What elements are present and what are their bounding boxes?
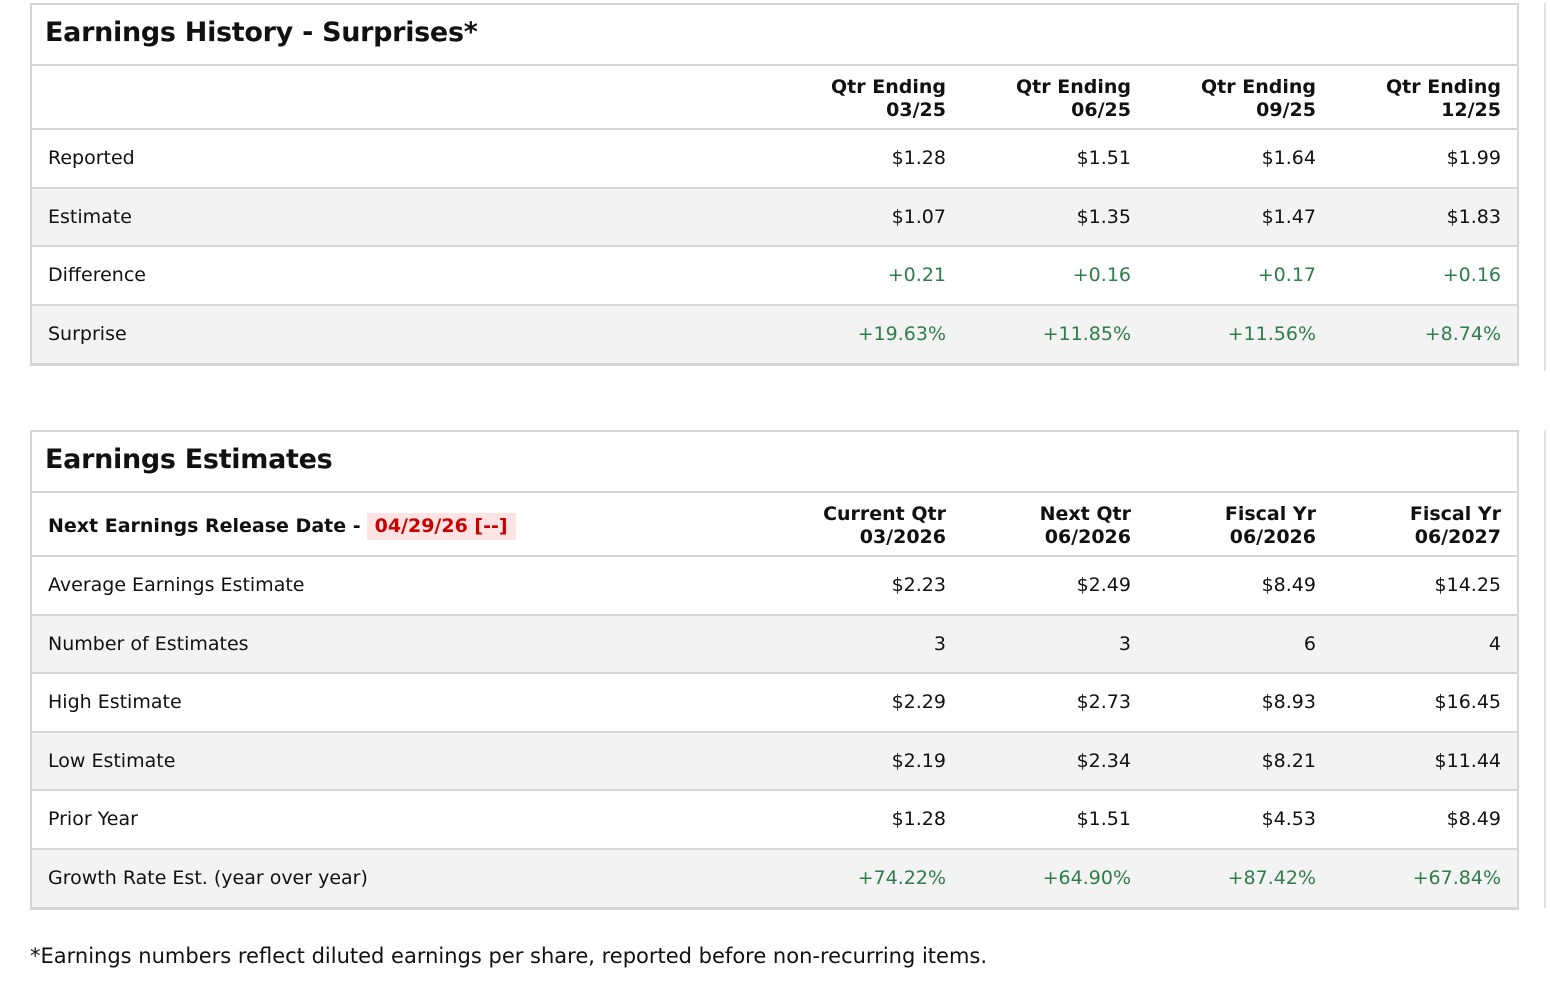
cell-value: $2.49 [962, 556, 1147, 616]
table-row: Number of Estimates 3 3 6 4 [32, 614, 1517, 674]
cell-value: $1.64 [1147, 129, 1332, 189]
cell-value: +64.90% [962, 848, 1147, 907]
cell-value: $2.29 [777, 673, 962, 733]
column-header: Qtr Ending 09/25 [1147, 66, 1332, 130]
cell-value: $2.23 [777, 556, 962, 616]
cell-value: +11.56% [1147, 304, 1332, 363]
cell-value: $1.83 [1332, 187, 1517, 247]
cell-value: $8.93 [1147, 673, 1332, 733]
table-row: Reported $1.28 $1.51 $1.64 $1.99 [32, 129, 1517, 189]
cell-value: $1.51 [962, 790, 1147, 850]
cell-value: +74.22% [777, 848, 962, 907]
table-row: High Estimate $2.29 $2.73 $8.93 $16.45 [32, 673, 1517, 733]
header-row: Next Earnings Release Date -04/29/26 [--… [32, 493, 1517, 557]
cell-value: $2.34 [962, 731, 1147, 791]
cell-value: $16.45 [1332, 673, 1517, 733]
cell-value: $1.07 [777, 187, 962, 247]
column-header: Qtr Ending 03/25 [777, 66, 962, 130]
cell-value: +0.16 [962, 246, 1147, 306]
cell-value: +19.63% [777, 304, 962, 363]
panel-title: Earnings History - Surprises* [32, 5, 1517, 66]
cell-value: +11.85% [962, 304, 1147, 363]
cell-value: +0.17 [1147, 246, 1332, 306]
cell-value: $1.47 [1147, 187, 1332, 247]
adjacent-panel-edge [1544, 430, 1546, 908]
table-row: Average Earnings Estimate $2.23 $2.49 $8.49… [32, 556, 1517, 616]
cell-value: 3 [777, 614, 962, 674]
earnings-estimates-panel: Earnings Estimates Next Earnings Release… [30, 430, 1519, 910]
release-date-badge: 04/29/26 [--] [366, 512, 516, 540]
cell-value: 3 [962, 614, 1147, 674]
panel-title: Earnings Estimates [32, 432, 1517, 493]
earnings-history-table: Qtr Ending 03/25 Qtr Ending 06/25 Qtr Endi… [32, 66, 1517, 363]
cell-value: $1.51 [962, 129, 1147, 189]
adjacent-panel-edge [1544, 3, 1546, 371]
column-header: Fiscal Yr 06/2026 [1147, 493, 1332, 557]
row-label: Surprise [32, 304, 777, 363]
cell-value: $2.73 [962, 673, 1147, 733]
cell-value: 4 [1332, 614, 1517, 674]
column-header: Next Qtr 06/2026 [962, 493, 1147, 557]
cell-value: +87.42% [1147, 848, 1332, 907]
cell-value: $8.49 [1147, 556, 1332, 616]
footnote: *Earnings numbers reflect diluted earnin… [30, 944, 988, 968]
row-label: Number of Estimates [32, 614, 777, 674]
column-header: Fiscal Yr 06/2027 [1332, 493, 1517, 557]
row-label: Estimate [32, 187, 777, 247]
cell-value: $1.99 [1332, 129, 1517, 189]
cell-value: $8.49 [1332, 790, 1517, 850]
cell-value: $4.53 [1147, 790, 1332, 850]
earnings-estimates-table: Next Earnings Release Date -04/29/26 [--… [32, 493, 1517, 907]
header-blank [32, 66, 777, 130]
header-row: Qtr Ending 03/25 Qtr Ending 06/25 Qtr Endi… [32, 66, 1517, 130]
table-row: Growth Rate Est. (year over year) +74.22%… [32, 848, 1517, 907]
cell-value: $11.44 [1332, 731, 1517, 791]
row-label: Growth Rate Est. (year over year) [32, 848, 777, 907]
cell-value: $1.35 [962, 187, 1147, 247]
cell-value: $1.28 [777, 790, 962, 850]
cell-value: +8.74% [1332, 304, 1517, 363]
cell-value: 6 [1147, 614, 1332, 674]
row-label: Low Estimate [32, 731, 777, 791]
row-label: Prior Year [32, 790, 777, 850]
table-row: Estimate $1.07 $1.35 $1.47 $1.83 [32, 187, 1517, 247]
table-row: Low Estimate $2.19 $2.34 $8.21 $11.44 [32, 731, 1517, 791]
row-label: Difference [32, 246, 777, 306]
cell-value: $8.21 [1147, 731, 1332, 791]
cell-value: $1.28 [777, 129, 962, 189]
next-release-date: Next Earnings Release Date -04/29/26 [--… [32, 493, 777, 557]
row-label: Reported [32, 129, 777, 189]
table-row: Prior Year $1.28 $1.51 $4.53 $8.49 [32, 790, 1517, 850]
table-row: Difference +0.21 +0.16 +0.17 +0.16 [32, 246, 1517, 306]
table-row: Surprise +19.63% +11.85% +11.56% +8.74% [32, 304, 1517, 363]
cell-value: +0.21 [777, 246, 962, 306]
row-label: High Estimate [32, 673, 777, 733]
row-label: Average Earnings Estimate [32, 556, 777, 616]
column-header: Qtr Ending 06/25 [962, 66, 1147, 130]
cell-value: $2.19 [777, 731, 962, 791]
cell-value: $14.25 [1332, 556, 1517, 616]
cell-value: +67.84% [1332, 848, 1517, 907]
column-header: Current Qtr 03/2026 [777, 493, 962, 557]
earnings-history-panel: Earnings History - Surprises* Qtr Ending… [30, 3, 1519, 366]
column-header: Qtr Ending 12/25 [1332, 66, 1517, 130]
cell-value: +0.16 [1332, 246, 1517, 306]
